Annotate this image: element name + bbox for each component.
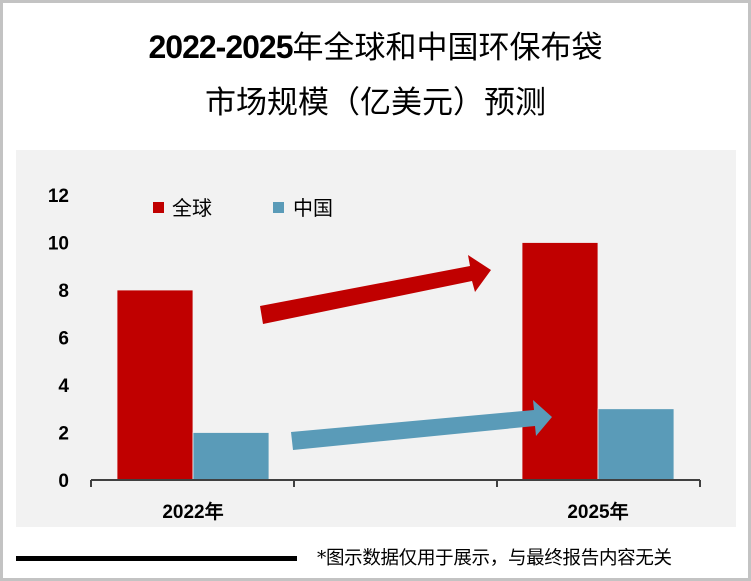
x-axis-label: 2022年: [162, 500, 223, 523]
y-tick-label: 10: [48, 234, 69, 255]
title-text: 年全球和中国环保布袋: [292, 30, 603, 66]
trend-arrow-china: [291, 400, 552, 450]
x-axis-label: 2025年: [567, 500, 628, 523]
legend-label-global: 全球: [172, 196, 212, 220]
bar-china-2022: [192, 432, 270, 481]
plot-area: 0 2 4 6 8 10 12 2022年 2025年 全球 中国: [16, 150, 736, 527]
y-tick-label: 4: [58, 376, 69, 397]
disclaimer-note: *图示数据仅用于展示，与最终报告内容无关: [317, 548, 672, 569]
legend-swatch-global: [153, 202, 164, 213]
bar-chart: 0 2 4 6 8 10 12 2022年 2025年 全球 中国: [48, 186, 701, 523]
y-tick-label: 6: [58, 329, 69, 350]
y-tick-label: 12: [48, 186, 69, 207]
y-tick-label: 8: [58, 281, 69, 302]
bar-china-2025: [597, 408, 675, 481]
title-years: 2022-2025: [148, 29, 293, 65]
footer-rule: [16, 556, 297, 561]
y-tick-label: 0: [58, 471, 69, 492]
chart-title-line1: 2022-2025年全球和中国环保布袋: [0, 27, 751, 68]
y-tick-label: 2: [58, 424, 69, 445]
legend-label-china: 中国: [293, 196, 333, 220]
bar-global-2025: [521, 242, 599, 481]
legend-swatch-china: [273, 202, 284, 213]
bar-global-2022: [116, 289, 194, 481]
chart-title-line2: 市场规模（亿美元）预测: [205, 85, 546, 121]
trend-arrow-global: [260, 255, 491, 324]
